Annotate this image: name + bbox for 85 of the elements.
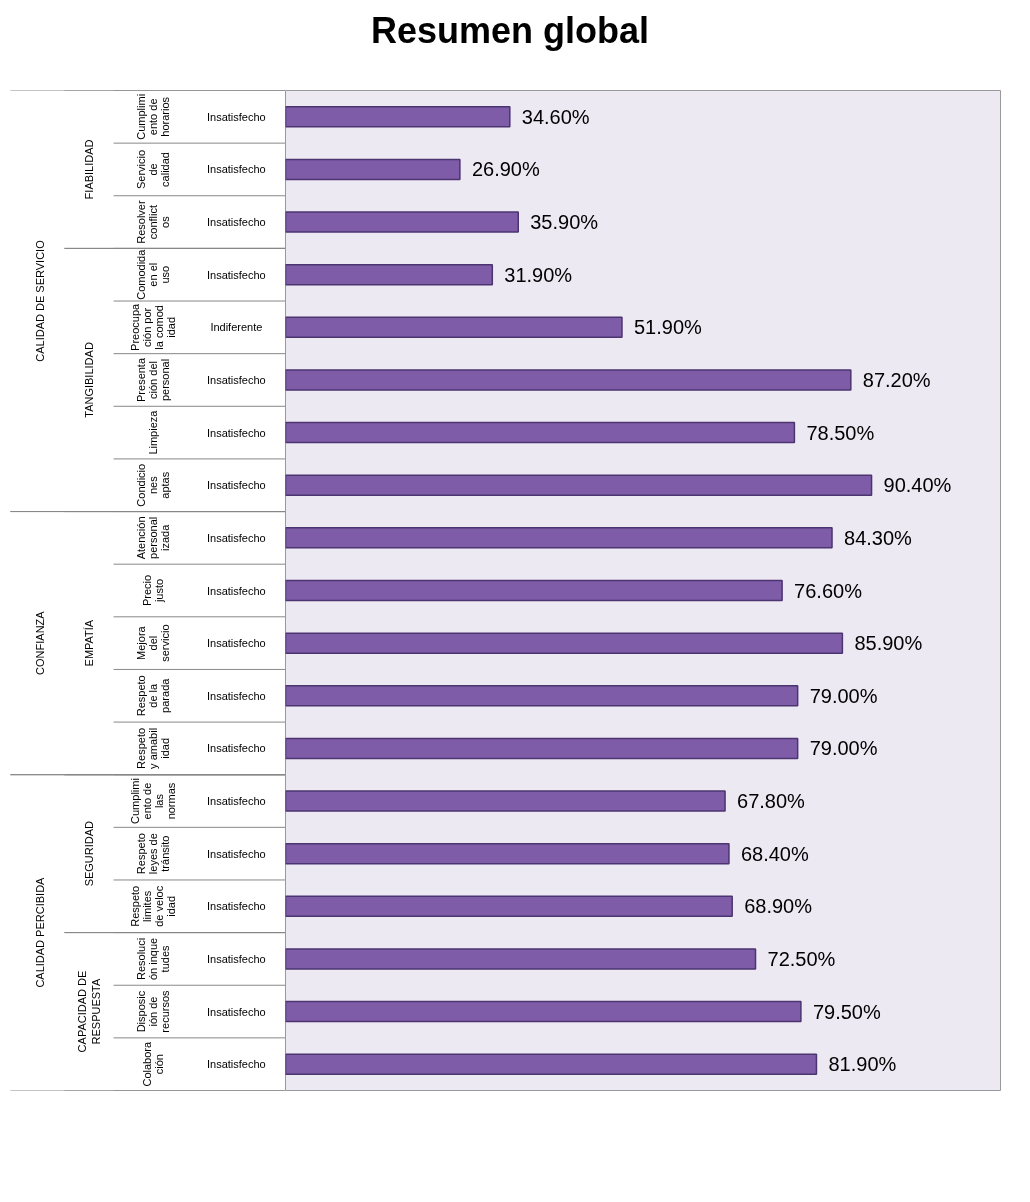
- text: EMPATÍA: [83, 619, 96, 667]
- y2-tick-label: Insatisfecho: [207, 742, 266, 755]
- bar: [285, 948, 757, 970]
- y-tick-label: Respeto leyes de tránsito: [134, 833, 171, 875]
- y-tick-label: Preocupación por la comodidad: [128, 302, 177, 351]
- y-tick-label: Presentación del personal: [134, 357, 171, 402]
- data-label: 51.90%: [633, 316, 703, 339]
- bar: [285, 579, 783, 602]
- y2-tick-label: Indiferente: [210, 321, 263, 334]
- y2-tick-label: Insatisfecho: [207, 531, 266, 544]
- y-tick-label: Cumplimiento de las normas: [128, 778, 177, 824]
- y2-tick-label: Insatisfecho: [207, 216, 266, 229]
- y-tick-label: Atención personalizada: [134, 516, 171, 560]
- bar: [285, 263, 494, 286]
- data-label: 78.50%: [806, 421, 875, 444]
- y2-tick-label: Insatisfecho: [207, 689, 266, 702]
- text: CAPACIDAD DE RESPUESTA: [75, 970, 103, 1053]
- data-label: 76.60%: [794, 579, 863, 602]
- y2-tick-label: Insatisfecho: [207, 426, 266, 439]
- data-label: 79.50%: [812, 1000, 881, 1023]
- y-tick-label: Limpieza: [146, 409, 159, 455]
- y2-tick-label: Insatisfecho: [207, 637, 266, 650]
- bar: [285, 842, 730, 865]
- bar: [285, 1053, 818, 1075]
- y-tick-label: Disposición de recursos: [134, 989, 171, 1033]
- y2-tick-label: Insatisfecho: [207, 795, 266, 808]
- text: SEGURIDAD: [83, 820, 96, 887]
- data-label: 87.20%: [862, 368, 931, 391]
- bar: [285, 737, 799, 760]
- text: CALIDAD DE SERVICIO: [33, 239, 46, 362]
- bar: [285, 527, 833, 549]
- bar: [285, 895, 733, 918]
- y-tick-label: Resolución inquetudes: [134, 937, 171, 981]
- data-label: 90.40%: [883, 474, 952, 497]
- y2-tick-label: Insatisfecho: [207, 900, 266, 913]
- bar: [285, 316, 623, 339]
- y2-tick-label: Insatisfecho: [207, 163, 266, 176]
- chart-title: Resumen global: [369, 9, 651, 53]
- text: TANGIBILIDAD: [83, 342, 96, 418]
- y-tick-label: Respeto y amabilidad: [134, 727, 171, 769]
- y-tick-label: Cumplimiento de horarios: [134, 93, 171, 140]
- bar: [285, 158, 461, 181]
- y2-tick-label: Insatisfecho: [207, 373, 266, 386]
- y-tick-label: Respeto de la parada: [134, 675, 171, 717]
- data-label: 35.90%: [530, 211, 599, 234]
- y-tick-label: Comodida en el uso: [134, 248, 171, 300]
- y2-tick-label: Insatisfecho: [207, 479, 266, 492]
- data-label: 72.50%: [767, 947, 836, 970]
- text: CALIDAD PERCIBIDA: [33, 876, 46, 988]
- data-label: 67.80%: [737, 790, 806, 813]
- bar: [285, 106, 511, 128]
- data-label: 79.00%: [809, 684, 878, 707]
- data-label: 31.90%: [504, 263, 573, 286]
- y2-tick-label: Insatisfecho: [207, 110, 266, 123]
- bar: [285, 632, 844, 654]
- bar: [285, 211, 519, 233]
- bar: [285, 1000, 802, 1023]
- data-label: 85.90%: [854, 632, 923, 655]
- y2-tick-label: Insatisfecho: [207, 1005, 266, 1018]
- y-tick-label: Condiciones aptas: [134, 463, 171, 507]
- y-tick-label: Respeto limites de velocidad: [128, 885, 177, 927]
- bar: [285, 421, 796, 444]
- text: CONFIANZA: [33, 610, 46, 675]
- y2-tick-label: Insatisfecho: [207, 268, 266, 281]
- bar: [285, 369, 852, 391]
- data-label: 68.40%: [740, 842, 809, 865]
- y2-tick-label: Insatisfecho: [207, 847, 266, 860]
- y2-tick-label: Insatisfecho: [207, 952, 266, 965]
- y-tick-label: Resolver conflictos: [134, 200, 171, 244]
- bar: [285, 685, 799, 707]
- y-tick-label: Mejora del servicio: [134, 624, 171, 662]
- bar: [285, 790, 726, 812]
- data-label: 79.00%: [809, 737, 878, 760]
- y-tick-label: Precio justo: [140, 574, 165, 607]
- data-label: 34.60%: [521, 105, 590, 128]
- text: FIABILIDAD: [83, 139, 96, 200]
- y2-tick-label: Insatisfecho: [207, 1058, 266, 1071]
- data-label: 84.30%: [844, 526, 913, 549]
- data-label: 26.90%: [471, 158, 540, 181]
- data-label: 81.90%: [828, 1053, 897, 1076]
- y-tick-label: Colaboración: [140, 1040, 165, 1087]
- bar: [285, 474, 873, 496]
- y-tick-label: Servicio de calidad: [134, 149, 171, 190]
- y2-tick-label: Insatisfecho: [207, 584, 266, 597]
- data-label: 68.90%: [744, 895, 813, 918]
